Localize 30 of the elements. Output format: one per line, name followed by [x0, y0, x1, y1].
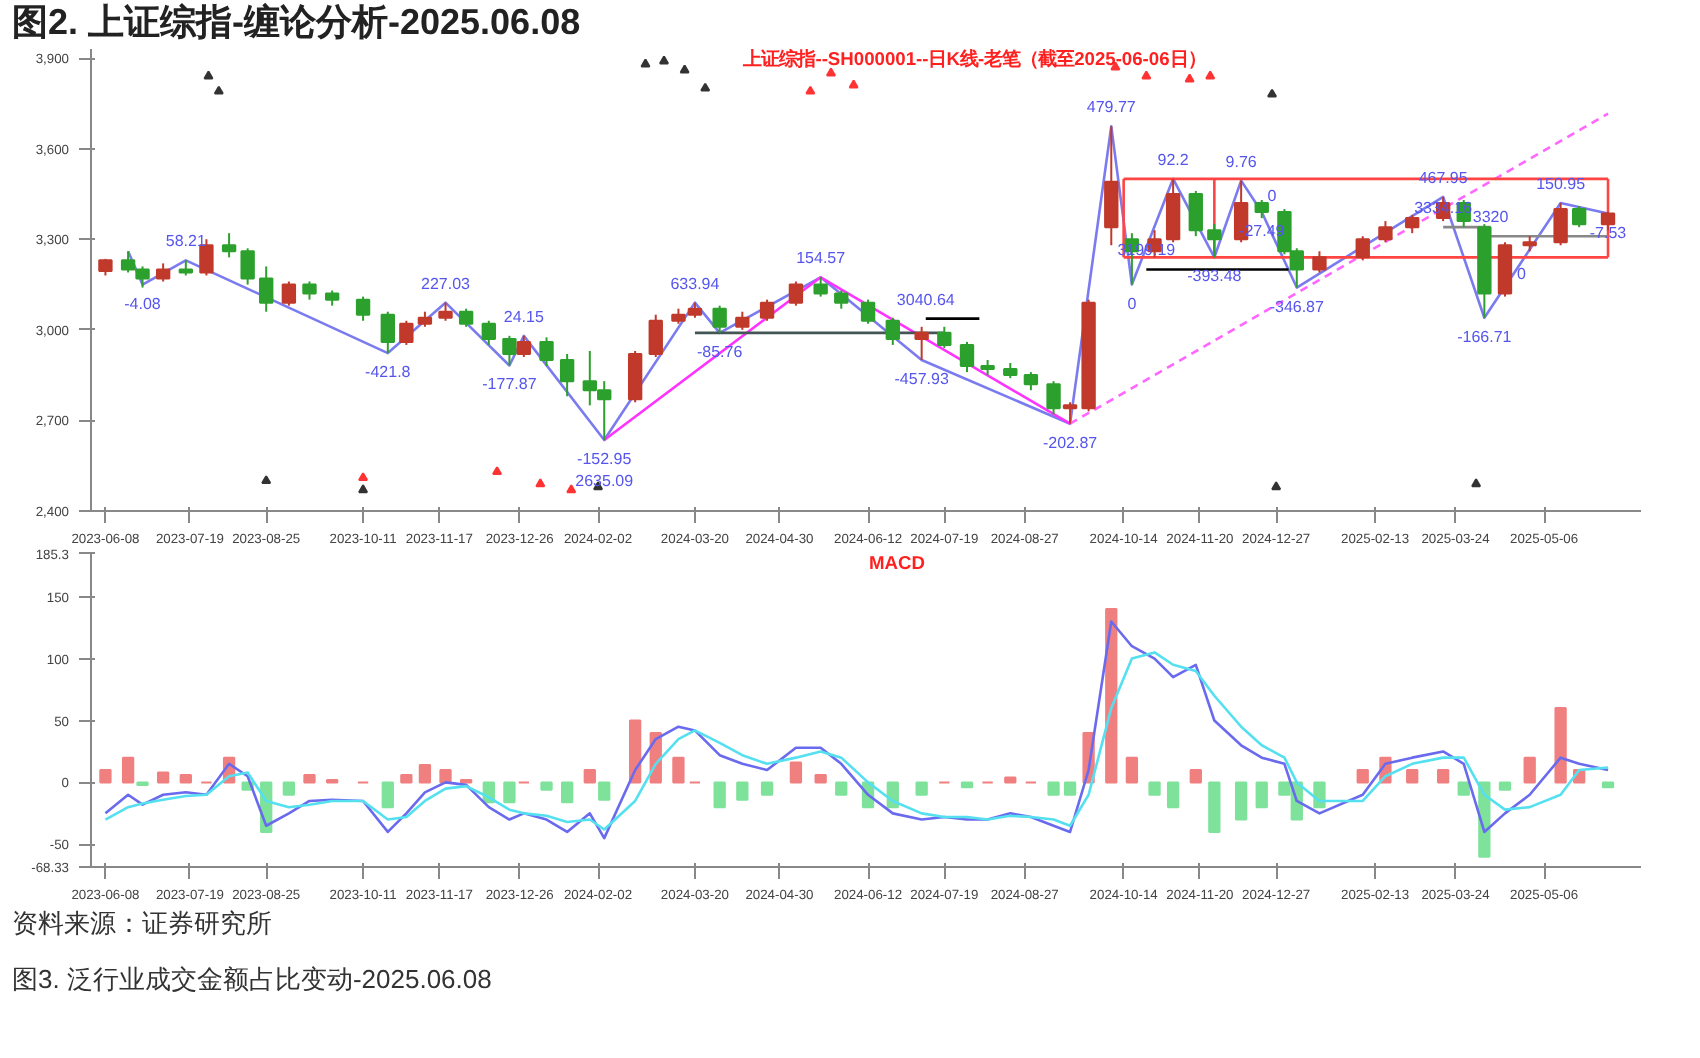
annotation: -177.87 [482, 375, 538, 394]
annotation: 227.03 [421, 274, 472, 293]
annotation: 150.95 [1536, 175, 1587, 193]
annotation: 2635.09 [575, 472, 635, 491]
annotation: 3320 [1472, 208, 1510, 227]
annotation: -393.48 [1187, 267, 1243, 286]
annotation: 3334.16 [1414, 199, 1474, 218]
annotation: -4.08 [124, 294, 162, 313]
annotation: 3040.64 [896, 290, 956, 309]
chart-title: 图2. 上证综指-缠论分析-2025.06.08 [12, 0, 581, 44]
annotation: 24.15 [503, 307, 545, 326]
chart-title: MACD [869, 553, 926, 573]
annotation: -457.93 [894, 370, 950, 389]
annotation: 9.76 [1225, 152, 1258, 171]
annotation: 0 [1517, 265, 1527, 284]
annotation: 633.94 [670, 274, 721, 293]
annotation: 0 [1127, 294, 1138, 313]
annotation: 0 [1267, 186, 1278, 205]
annotation: -421.8 [365, 363, 412, 382]
annotation: -346.87 [1269, 297, 1326, 316]
annotation: 479.77 [1086, 98, 1137, 117]
annotation: -166.71 [1457, 327, 1513, 346]
chart-subtitle: 上证综指--SH000001--日K线-老笔（截至2025-06-06日） [741, 49, 1206, 69]
text: 资料来源：证券研究所 [12, 908, 272, 940]
annotation: -152.95 [577, 450, 633, 469]
annotation: -202.87 [1042, 433, 1099, 452]
annotation: 58.21 [165, 232, 207, 251]
annotation: 92.2 [1157, 150, 1190, 169]
annotation: 154.57 [796, 249, 847, 268]
caption: 图3. 泛行业成交金额占比变动-2025.06.08 [12, 964, 492, 996]
